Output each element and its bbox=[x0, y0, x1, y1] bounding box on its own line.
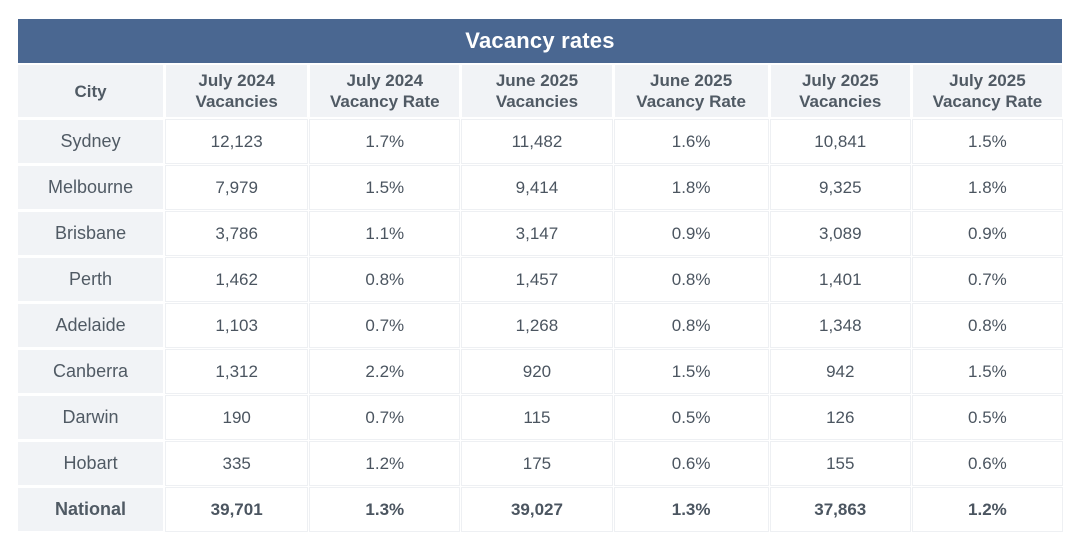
column-header-0: City bbox=[18, 65, 164, 117]
column-header-2: July 2024 Vacancy Rate bbox=[310, 65, 460, 117]
value-cell: 10,841 bbox=[770, 120, 910, 163]
value-cell: 0.6% bbox=[614, 442, 768, 485]
value-cell: 335 bbox=[166, 442, 308, 485]
value-cell: 2.2% bbox=[310, 350, 460, 393]
table-row: Sydney 12,123 1.7% 11,482 1.6% 10,841 1.5% bbox=[18, 120, 1062, 163]
table-row: Darwin 190 0.7% 115 0.5% 126 0.5% bbox=[18, 396, 1062, 439]
table-row: Hobart 335 1.2% 175 0.6% 155 0.6% bbox=[18, 442, 1062, 485]
table-row: Canberra 1,312 2.2% 920 1.5% 942 1.5% bbox=[18, 350, 1062, 393]
value-cell: 0.7% bbox=[310, 396, 460, 439]
value-cell: 0.8% bbox=[310, 258, 460, 301]
table-header-row: City July 2024 Vacancies July 2024 Vacancy R… bbox=[18, 65, 1062, 117]
value-cell: 9,414 bbox=[462, 166, 612, 209]
city-cell: Melbourne bbox=[18, 166, 164, 209]
table-row: Brisbane 3,786 1.1% 3,147 0.9% 3,089 0.9% bbox=[18, 212, 1062, 255]
value-cell: 1,401 bbox=[770, 258, 910, 301]
city-cell: National bbox=[18, 488, 164, 531]
city-cell: Brisbane bbox=[18, 212, 164, 255]
value-cell: 126 bbox=[770, 396, 910, 439]
value-cell: 0.5% bbox=[614, 396, 768, 439]
table-row: National 39,701 1.3% 39,027 1.3% 37,863 1.2% bbox=[18, 488, 1062, 531]
city-cell: Hobart bbox=[18, 442, 164, 485]
value-cell: 1.1% bbox=[310, 212, 460, 255]
column-header-3: June 2025 Vacancies bbox=[462, 65, 612, 117]
city-cell: Sydney bbox=[18, 120, 164, 163]
value-cell: 1.6% bbox=[614, 120, 768, 163]
vacancy-table: City July 2024 Vacancies July 2024 Vacancy R… bbox=[15, 62, 1065, 534]
value-cell: 12,123 bbox=[166, 120, 308, 163]
value-cell: 0.6% bbox=[912, 442, 1062, 485]
value-cell: 11,482 bbox=[462, 120, 612, 163]
value-cell: 1,268 bbox=[462, 304, 612, 347]
value-cell: 1.8% bbox=[614, 166, 768, 209]
value-cell: 1.2% bbox=[310, 442, 460, 485]
value-cell: 1,312 bbox=[166, 350, 308, 393]
vacancy-table-card: Vacancy rates City July 2024 Vacancies July… bbox=[18, 19, 1062, 534]
column-header-6: July 2025 Vacancy Rate bbox=[912, 65, 1062, 117]
value-cell: 0.8% bbox=[614, 258, 768, 301]
city-cell: Perth bbox=[18, 258, 164, 301]
value-cell: 1.7% bbox=[310, 120, 460, 163]
value-cell: 1.5% bbox=[310, 166, 460, 209]
value-cell: 1.5% bbox=[614, 350, 768, 393]
value-cell: 0.9% bbox=[912, 212, 1062, 255]
value-cell: 1.5% bbox=[912, 120, 1062, 163]
table-row: Perth 1,462 0.8% 1,457 0.8% 1,401 0.7% bbox=[18, 258, 1062, 301]
table-row: Adelaide 1,103 0.7% 1,268 0.8% 1,348 0.8% bbox=[18, 304, 1062, 347]
value-cell: 1.5% bbox=[912, 350, 1062, 393]
value-cell: 7,979 bbox=[166, 166, 308, 209]
value-cell: 3,147 bbox=[462, 212, 612, 255]
city-cell: Adelaide bbox=[18, 304, 164, 347]
value-cell: 0.5% bbox=[912, 396, 1062, 439]
value-cell: 1.3% bbox=[310, 488, 460, 531]
value-cell: 3,089 bbox=[770, 212, 910, 255]
value-cell: 115 bbox=[462, 396, 612, 439]
column-header-1: July 2024 Vacancies bbox=[166, 65, 308, 117]
column-header-5: July 2025 Vacancies bbox=[770, 65, 910, 117]
value-cell: 0.7% bbox=[310, 304, 460, 347]
value-cell: 1,462 bbox=[166, 258, 308, 301]
value-cell: 39,701 bbox=[166, 488, 308, 531]
value-cell: 1,457 bbox=[462, 258, 612, 301]
value-cell: 1,348 bbox=[770, 304, 910, 347]
value-cell: 1.2% bbox=[912, 488, 1062, 531]
value-cell: 1.8% bbox=[912, 166, 1062, 209]
value-cell: 920 bbox=[462, 350, 612, 393]
value-cell: 0.9% bbox=[614, 212, 768, 255]
value-cell: 0.8% bbox=[912, 304, 1062, 347]
value-cell: 942 bbox=[770, 350, 910, 393]
value-cell: 155 bbox=[770, 442, 910, 485]
value-cell: 1.3% bbox=[614, 488, 768, 531]
city-cell: Darwin bbox=[18, 396, 164, 439]
table-row: Melbourne 7,979 1.5% 9,414 1.8% 9,325 1.8% bbox=[18, 166, 1062, 209]
value-cell: 37,863 bbox=[770, 488, 910, 531]
value-cell: 39,027 bbox=[462, 488, 612, 531]
value-cell: 9,325 bbox=[770, 166, 910, 209]
city-cell: Canberra bbox=[18, 350, 164, 393]
value-cell: 1,103 bbox=[166, 304, 308, 347]
value-cell: 175 bbox=[462, 442, 612, 485]
value-cell: 3,786 bbox=[166, 212, 308, 255]
value-cell: 0.7% bbox=[912, 258, 1062, 301]
value-cell: 0.8% bbox=[614, 304, 768, 347]
column-header-4: June 2025 Vacancy Rate bbox=[614, 65, 768, 117]
table-title: Vacancy rates bbox=[18, 19, 1062, 63]
value-cell: 190 bbox=[166, 396, 308, 439]
